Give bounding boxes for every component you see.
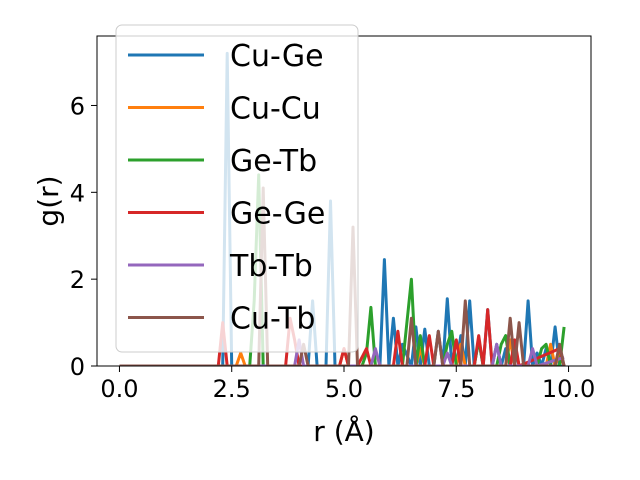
x-tick-label: 5.0: [325, 375, 363, 403]
x-tick-label: 2.5: [213, 375, 251, 403]
legend-label-ge-tb: Ge-Tb: [230, 144, 317, 179]
legend-label-cu-tb: Cu-Tb: [230, 302, 315, 337]
legend-label-cu-ge: Cu-Ge: [230, 39, 324, 74]
y-tick-label: 6: [70, 92, 85, 120]
y-tick-label: 0: [70, 353, 85, 381]
y-axis-ticks: 0 2 4 6: [70, 92, 97, 381]
x-tick-label: 10.0: [542, 375, 595, 403]
series-line-cu-tb: [119, 186, 566, 366]
legend: Cu-Ge Cu-Cu Ge-Tb Ge-Ge Tb-Tb Cu-Tb: [115, 24, 359, 353]
x-tick-label: 7.5: [437, 375, 475, 403]
legend-label-tb-tb: Tb-Tb: [229, 249, 313, 284]
series-line-ge-tb: [119, 173, 566, 366]
y-tick-label: 4: [70, 179, 85, 207]
legend-label-ge-ge: Ge-Ge: [230, 197, 325, 232]
x-tick-label: 0.0: [100, 375, 138, 403]
y-tick-label: 2: [70, 266, 85, 294]
legend-label-cu-cu: Cu-Cu: [230, 92, 321, 127]
y-axis-label: g(r): [32, 175, 65, 226]
x-axis-ticks: 0.0 2.5 5.0 7.5 10.0: [100, 366, 595, 403]
x-axis-label: r (Å): [313, 414, 374, 448]
